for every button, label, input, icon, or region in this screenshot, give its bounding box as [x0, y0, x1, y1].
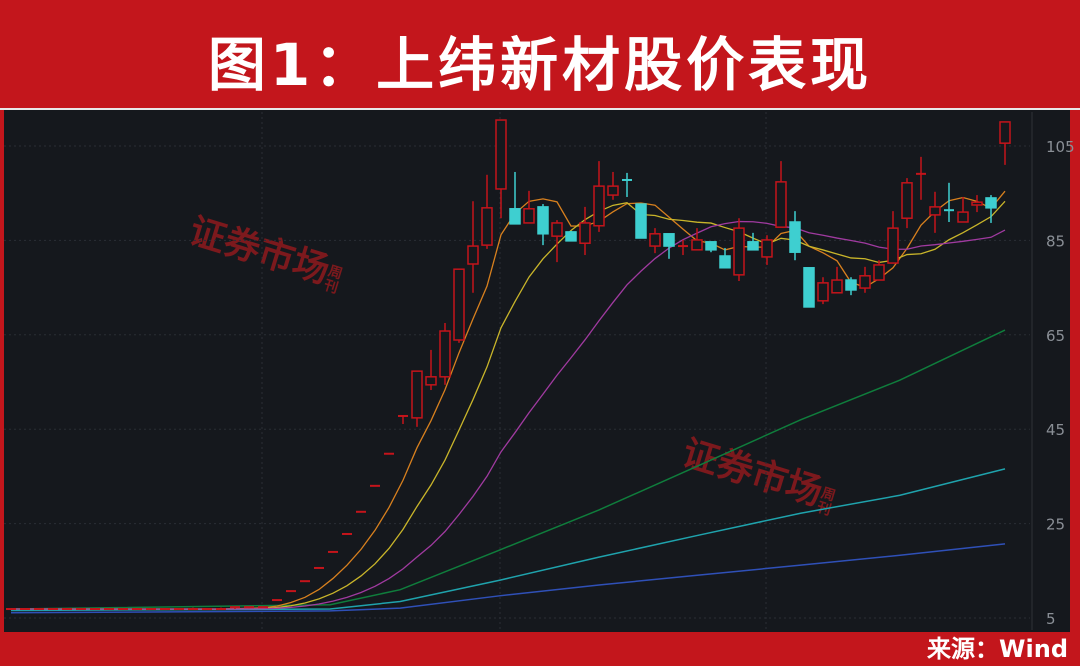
candle-body	[425, 376, 437, 386]
candle-body	[817, 282, 829, 302]
candle-body	[887, 227, 899, 264]
candle-body	[579, 222, 591, 244]
candle-body	[607, 185, 619, 196]
source-label: 来源：Wind	[927, 635, 1068, 663]
candle-body	[411, 370, 423, 419]
candle-body	[523, 208, 535, 224]
moving-average-line	[10, 543, 1006, 614]
candle-body	[439, 330, 451, 378]
candle-body	[635, 203, 647, 239]
candle-body	[901, 182, 913, 219]
candle-body	[803, 267, 815, 308]
candle-body	[537, 206, 549, 235]
y-tick-label: 85	[1046, 232, 1065, 250]
chart-title: 图1：上纬新材股价表现	[207, 31, 873, 99]
moving-average-line	[10, 468, 1006, 612]
candle-body	[859, 275, 871, 289]
candle-body	[775, 181, 787, 228]
chart-area: 证券市场周刊 证券市场周刊	[0, 110, 1070, 632]
candle-body	[733, 227, 745, 276]
candle-body	[999, 121, 1011, 144]
candle-body	[845, 279, 857, 291]
candle-body	[705, 241, 717, 251]
moving-average-line	[11, 200, 1006, 610]
y-tick-label: 25	[1046, 516, 1065, 534]
candle-body	[453, 268, 465, 341]
y-tick-label: 5	[1046, 610, 1056, 628]
candle-body	[663, 233, 675, 247]
moving-average-line	[10, 329, 1006, 610]
footer-banner: 来源：Wind	[0, 632, 1080, 666]
candle-body	[691, 239, 703, 251]
title-banner: 图1：上纬新材股价表现	[0, 0, 1080, 110]
candle-body	[565, 231, 577, 242]
y-tick-label: 45	[1046, 421, 1065, 439]
candle-body	[509, 208, 521, 225]
candle-body	[593, 185, 605, 227]
candle-body	[761, 239, 773, 258]
y-tick-label: 105	[1046, 138, 1075, 156]
candle-body	[467, 245, 479, 265]
candle-body	[971, 201, 983, 206]
candle-body	[551, 222, 563, 237]
candle-body	[929, 206, 941, 216]
candle-body	[747, 241, 759, 251]
candle-body	[649, 233, 661, 247]
candle-body	[719, 255, 731, 269]
candle-body	[873, 264, 885, 281]
y-tick-label: 65	[1046, 327, 1065, 345]
candle-body	[831, 279, 843, 294]
candle-body	[985, 197, 997, 209]
candle-body	[957, 211, 969, 223]
candle-body	[789, 221, 801, 253]
candle-body	[481, 207, 493, 246]
candle-body	[495, 119, 507, 190]
